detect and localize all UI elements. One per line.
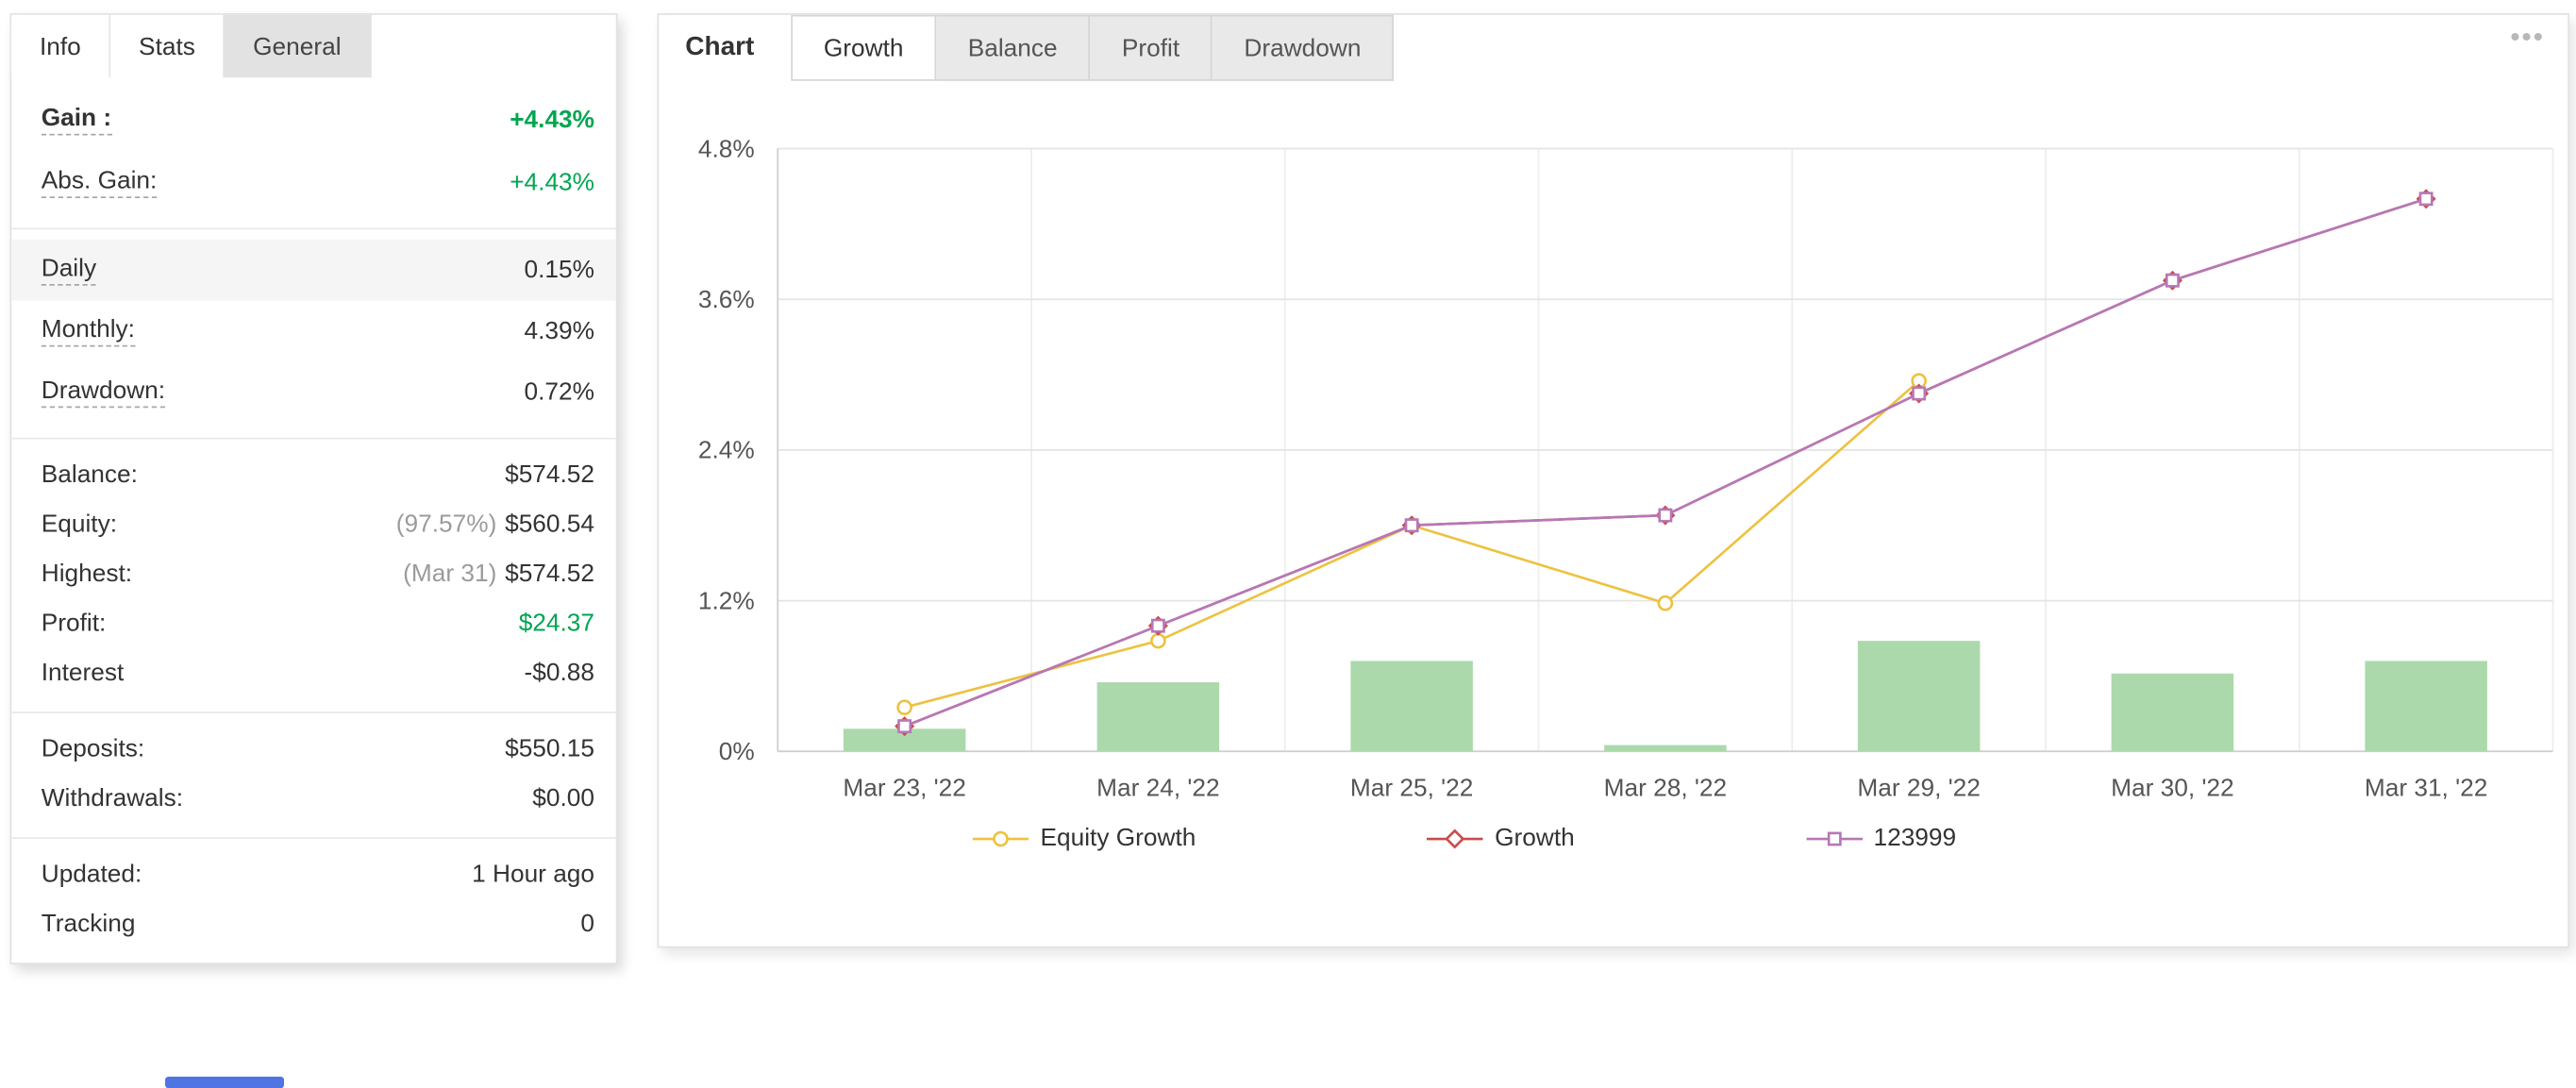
stats-tabs: Info Stats General	[11, 14, 616, 78]
stat-row-monthly: Monthly: 4.39%	[11, 301, 616, 362]
svg-text:4.8%: 4.8%	[698, 134, 755, 162]
stat-label-withdrawals: Withdrawals:	[41, 783, 184, 812]
stat-label-deposits: Deposits:	[41, 733, 145, 762]
x-axis-labels: Mar 23, '22 Mar 24, '22 Mar 25, '22 Mar 28,…	[843, 774, 2487, 802]
stat-value-deposits: $550.15	[505, 733, 594, 762]
chart-gridlines	[777, 147, 2554, 753]
chart-area: 0% 1.2% 2.4% 3.6% 4.8% Mar 23, '22 Mar 24, '22…	[659, 91, 2571, 852]
stat-label-profit: Profit:	[41, 608, 107, 637]
stat-row-abs-gain: Abs. Gain: +4.43%	[11, 150, 616, 213]
stat-label-daily: Daily	[41, 255, 97, 286]
legend-item-growth[interactable]: Growth	[1427, 824, 1575, 852]
partial-blue-element	[165, 1077, 284, 1088]
svg-text:Mar 31, '22: Mar 31, '22	[2365, 774, 2488, 802]
stat-label-updated: Updated:	[41, 859, 142, 888]
chart-legend: Equity Growth Growth 123999	[659, 824, 2571, 852]
section-meta: Updated: 1 Hour ago Tracking 0	[11, 837, 616, 962]
tab-drawdown[interactable]: Drawdown	[1213, 14, 1395, 81]
chart-tabs: Growth Balance Profit Drawdown	[790, 14, 1395, 81]
stat-value-tracking: 0	[580, 909, 594, 938]
stat-value-highest-date: (Mar 31)	[403, 559, 497, 588]
stat-value-equity: (97.57%) $560.54	[396, 510, 594, 538]
stat-value-monthly: 4.39%	[524, 317, 594, 345]
section-gain: Gain : +4.43% Abs. Gain: +4.43%	[11, 77, 616, 227]
svg-text:3.6%: 3.6%	[698, 285, 755, 313]
legend-marker-growth	[1427, 828, 1483, 848]
svg-text:Mar 29, '22: Mar 29, '22	[1857, 774, 1980, 802]
stat-label-gain: Gain :	[41, 103, 112, 135]
section-deposits: Deposits: $550.15 Withdrawals: $0.00	[11, 711, 616, 837]
stat-row-interest: Interest -$0.88	[11, 647, 616, 697]
section-periods: Daily 0.15% Monthly: 4.39% Drawdown: 0.7…	[11, 227, 616, 438]
stat-label-tracking: Tracking	[41, 909, 136, 938]
svg-text:0%: 0%	[719, 737, 755, 765]
tab-general[interactable]: General	[225, 14, 372, 78]
stat-value-abs-gain: +4.43%	[510, 167, 594, 196]
legend-item-123999[interactable]: 123999	[1805, 824, 1957, 852]
section-balance: Balance: $574.52 Equity: (97.57%) $560.54…	[11, 437, 616, 712]
stat-value-gain: +4.43%	[510, 105, 594, 133]
svg-text:1.2%: 1.2%	[698, 586, 755, 614]
legend-item-equity-growth[interactable]: Equity Growth	[972, 824, 1196, 852]
stat-value-daily: 0.15%	[524, 256, 594, 284]
stat-label-abs-gain: Abs. Gain:	[41, 166, 158, 198]
stat-row-profit: Profit: $24.37	[11, 598, 616, 648]
svg-text:Mar 30, '22: Mar 30, '22	[2111, 774, 2234, 802]
stat-value-highest-amount: $574.52	[505, 559, 594, 588]
stat-value-drawdown: 0.72%	[524, 377, 594, 407]
stat-row-tracking: Tracking 0	[11, 898, 616, 948]
stat-label-equity: Equity:	[41, 509, 118, 538]
chart-series-growth	[895, 189, 2436, 737]
stat-row-gain: Gain : +4.43%	[11, 88, 616, 151]
stat-value-highest: (Mar 31) $574.52	[403, 559, 594, 587]
legend-marker-equity-growth	[972, 829, 1029, 846]
stat-row-updated: Updated: 1 Hour ago	[11, 849, 616, 899]
stats-card: Info Stats General Gain : +4.43% Abs. Ga…	[9, 13, 618, 964]
stat-value-balance: $574.52	[505, 460, 594, 489]
tab-stats[interactable]: Stats	[110, 14, 226, 78]
stat-row-drawdown: Drawdown: 0.72%	[11, 361, 616, 423]
stat-label-monthly: Monthly:	[41, 315, 135, 347]
y-axis-labels: 0% 1.2% 2.4% 3.6% 4.8%	[698, 134, 755, 765]
stat-label-highest: Highest:	[41, 559, 133, 588]
stat-row-daily: Daily 0.15%	[11, 239, 616, 301]
svg-text:Mar 24, '22: Mar 24, '22	[1096, 774, 1220, 802]
tab-balance[interactable]: Balance	[936, 14, 1091, 81]
stat-row-deposits: Deposits: $550.15	[11, 724, 616, 774]
svg-text:Mar 23, '22: Mar 23, '22	[843, 774, 966, 802]
stat-row-equity: Equity: (97.57%) $560.54	[11, 499, 616, 549]
stat-value-updated: 1 Hour ago	[472, 859, 594, 888]
stat-value-withdrawals: $0.00	[532, 783, 594, 812]
growth-chart: 0% 1.2% 2.4% 3.6% 4.8% Mar 23, '22 Mar 24, '22…	[698, 134, 2554, 802]
legend-marker-123999	[1805, 830, 1863, 845]
stat-label-drawdown: Drawdown:	[41, 377, 166, 409]
chart-series-123999	[897, 192, 2434, 734]
stat-value-equity-percent: (97.57%)	[395, 509, 497, 538]
chart-card: Chart Growth Balance Profit Drawdown •••…	[657, 13, 2571, 948]
chart-title: Chart	[685, 33, 755, 61]
tab-info[interactable]: Info	[11, 14, 111, 78]
legend-label-123999: 123999	[1873, 824, 1957, 852]
tab-growth[interactable]: Growth	[790, 14, 937, 81]
chart-header: Chart Growth Balance Profit Drawdown •••	[659, 14, 2568, 88]
stat-value-interest: -$0.88	[524, 658, 594, 687]
tab-profit[interactable]: Profit	[1090, 14, 1213, 81]
chart-bars	[843, 641, 2487, 752]
svg-text:Mar 28, '22: Mar 28, '22	[1604, 774, 1727, 802]
legend-label-equity-growth: Equity Growth	[1040, 824, 1196, 852]
stat-row-highest: Highest: (Mar 31) $574.52	[11, 548, 616, 598]
stat-value-equity-amount: $560.54	[505, 509, 594, 538]
stat-row-balance: Balance: $574.52	[11, 449, 616, 499]
legend-label-growth: Growth	[1495, 824, 1575, 852]
stat-label-interest: Interest	[41, 658, 125, 687]
stat-row-withdrawals: Withdrawals: $0.00	[11, 773, 616, 823]
ellipsis-menu-icon[interactable]: •••	[2510, 21, 2545, 53]
svg-text:2.4%: 2.4%	[698, 436, 755, 464]
svg-text:Mar 25, '22: Mar 25, '22	[1350, 774, 1474, 802]
stat-value-profit: $24.37	[518, 608, 594, 637]
stat-label-balance: Balance:	[41, 460, 138, 489]
